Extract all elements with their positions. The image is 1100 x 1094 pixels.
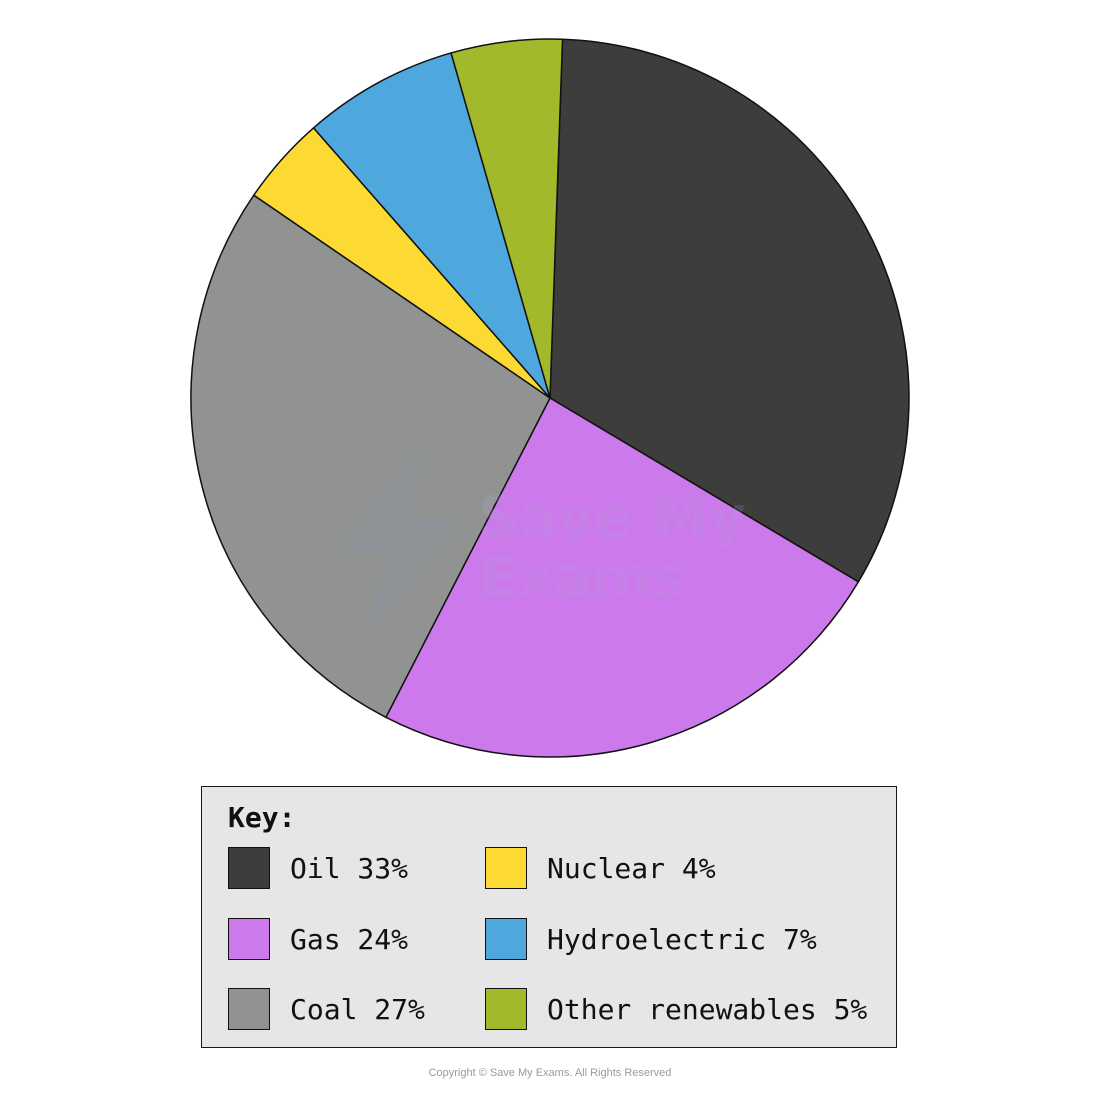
legend-title: Key: (228, 801, 296, 834)
legend-swatch (228, 988, 270, 1030)
legend-swatch (485, 847, 527, 889)
pie-slice-oil (549, 38, 910, 583)
copyright-text: Copyright © Save My Exams. All Rights Re… (428, 1067, 672, 1079)
legend-label: Hydroelectric 7% (547, 922, 817, 956)
legend-item-gas: Gas 24% (228, 917, 408, 961)
legend-item-other-renewables: Other renewables 5% (485, 987, 867, 1031)
legend-swatch (228, 847, 270, 889)
pie-slices (190, 38, 910, 758)
legend-swatch (485, 988, 527, 1030)
legend-swatch (485, 918, 527, 960)
legend-item-hydroelectric: Hydroelectric 7% (485, 917, 817, 961)
legend: Key: Oil 33% Gas 24% Coal 27% Nuclear 4%… (201, 786, 897, 1048)
pie-slice-coal (190, 194, 551, 719)
legend-item-oil: Oil 33% (228, 846, 408, 890)
legend-label: Nuclear 4% (547, 851, 716, 885)
legend-label: Coal 27% (290, 992, 425, 1026)
legend-item-coal: Coal 27% (228, 987, 425, 1031)
legend-label: Gas 24% (290, 922, 409, 956)
legend-label: Oil 33% (290, 851, 409, 885)
pie-slice-hydroelectric (312, 52, 551, 399)
pie-slice-other-renewables (450, 38, 564, 399)
legend-swatch (228, 918, 270, 960)
legend-item-nuclear: Nuclear 4% (485, 846, 716, 890)
pie-chart (190, 38, 910, 758)
legend-label: Other renewables 5% (547, 992, 868, 1026)
